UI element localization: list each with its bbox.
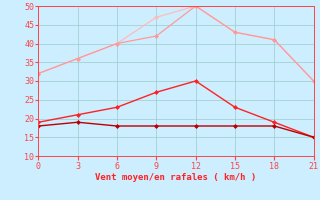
X-axis label: Vent moyen/en rafales ( km/h ): Vent moyen/en rafales ( km/h ) (95, 173, 257, 182)
